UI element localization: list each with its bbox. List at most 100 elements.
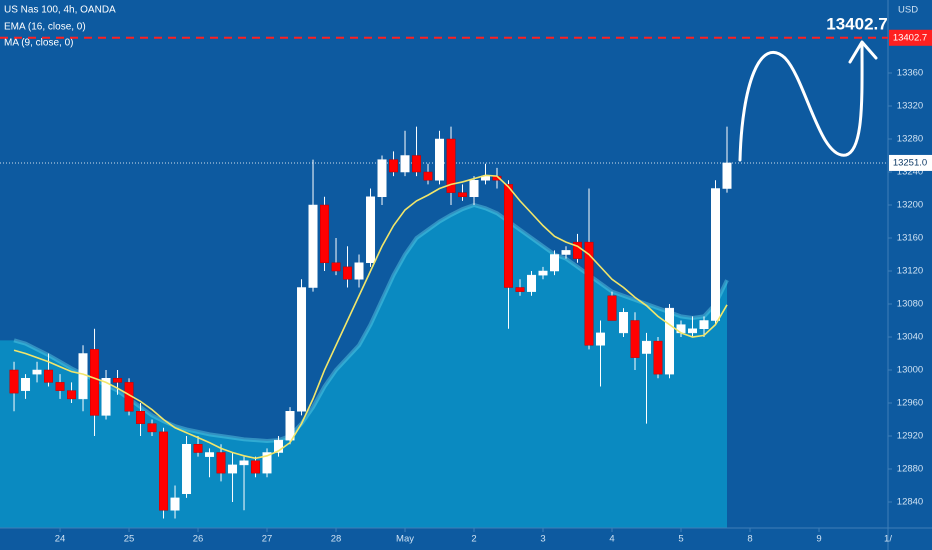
y-tick-label: 13040 — [897, 332, 923, 343]
candle-body — [366, 196, 376, 264]
candle-body — [596, 332, 606, 346]
hand-drawn-arrow — [738, 40, 878, 162]
x-tick-label: 4 — [609, 534, 614, 545]
candle-body — [515, 287, 525, 292]
forecast-curve — [738, 42, 864, 162]
candle-body — [630, 320, 640, 358]
y-axis-label: USD — [898, 5, 918, 16]
target-price-label: 13402.7 — [893, 32, 927, 43]
y-tick-label: 12920 — [897, 431, 923, 442]
candle-body — [113, 378, 123, 383]
candle-body — [400, 155, 410, 173]
x-tick-label: 24 — [55, 534, 66, 545]
candle-body — [101, 378, 111, 416]
x-tick-label: 26 — [193, 534, 204, 545]
candle-body — [688, 328, 698, 334]
x-tick-label: 2 — [471, 534, 476, 545]
candle-body — [193, 444, 203, 453]
candle-body — [458, 192, 468, 198]
plot-area — [0, 126, 888, 528]
candle-body — [504, 184, 514, 288]
candle-body — [343, 266, 353, 280]
x-tick-label: 28 — [331, 534, 342, 545]
candle-body — [297, 287, 307, 412]
candle-body — [584, 241, 594, 346]
y-tick-label: 13360 — [897, 68, 923, 79]
candle-body — [412, 155, 422, 173]
y-tick-label: 13120 — [897, 266, 923, 277]
target-annotation: 13402.7 — [826, 14, 887, 33]
candle-body — [205, 452, 215, 457]
y-tick-label: 13280 — [897, 134, 923, 145]
candle-body — [550, 254, 560, 272]
y-tick-label: 13200 — [897, 200, 923, 211]
candle-body — [239, 460, 249, 466]
legend-entry: EMA (16, close, 0) — [4, 22, 86, 33]
arrow-head — [848, 40, 878, 64]
x-tick-label: 9 — [816, 534, 821, 545]
chart-title: US Nas 100, 4h, OANDA — [4, 5, 116, 16]
candle-body — [699, 320, 709, 330]
candle-body — [67, 390, 77, 400]
candle-body — [55, 382, 65, 391]
x-tick-label: 1/ — [884, 534, 892, 545]
candle-body — [262, 452, 272, 474]
candle-body — [44, 369, 54, 383]
candle-body — [228, 464, 238, 474]
candle-body — [711, 188, 721, 321]
x-tick-label: 3 — [540, 534, 545, 545]
candle-body — [32, 369, 42, 375]
candle-body — [170, 497, 180, 511]
ema-line — [13, 174, 728, 460]
candle-body — [21, 378, 31, 391]
candle-body — [78, 353, 88, 400]
candle-body — [607, 295, 617, 321]
last-price-box — [889, 154, 932, 171]
ma-area — [0, 205, 728, 528]
y-tick-label: 13000 — [897, 365, 923, 376]
candle-body — [642, 340, 652, 354]
candle-body — [377, 159, 387, 198]
y-tick-label: 13240 — [897, 167, 923, 178]
candle-body — [619, 312, 629, 334]
y-tick-label: 12840 — [897, 497, 923, 508]
y-tick-label: 13080 — [897, 299, 923, 310]
last-price-label: 13251.0 — [893, 157, 927, 168]
candle-body — [389, 159, 399, 173]
candle-body — [573, 241, 583, 259]
x-tick-label: 25 — [124, 534, 135, 545]
candle-body — [90, 349, 100, 416]
candle-body — [665, 307, 675, 375]
candle-body — [251, 460, 261, 474]
target-price-box — [889, 29, 932, 46]
candle-body — [469, 180, 479, 198]
y-tick-label: 12880 — [897, 464, 923, 475]
candle-body — [423, 171, 433, 181]
candle-body — [159, 431, 169, 511]
candle-body — [308, 204, 318, 288]
candle-body — [147, 423, 157, 433]
legend-entry: MA (9, close, 0) — [4, 38, 73, 49]
candle-body — [446, 138, 456, 193]
candle-body — [274, 439, 284, 453]
y-tick-label: 12960 — [897, 398, 923, 409]
y-tick-label: 13320 — [897, 101, 923, 112]
candle-body — [331, 262, 341, 272]
candle-body — [285, 411, 295, 441]
candle-body — [561, 250, 571, 255]
x-tick-label: 27 — [262, 534, 273, 545]
candle-body — [9, 369, 19, 394]
candle-body — [653, 340, 663, 375]
candle-body — [435, 138, 445, 181]
candle-body — [136, 411, 146, 424]
x-tick-label: 8 — [747, 534, 752, 545]
candle-body — [216, 452, 226, 474]
candle-body — [527, 274, 537, 292]
x-tick-label: 5 — [678, 534, 683, 545]
candle-body — [354, 262, 364, 280]
y-tick-label: 13160 — [897, 233, 923, 244]
candle-body — [722, 162, 732, 189]
candle-body — [320, 204, 330, 264]
